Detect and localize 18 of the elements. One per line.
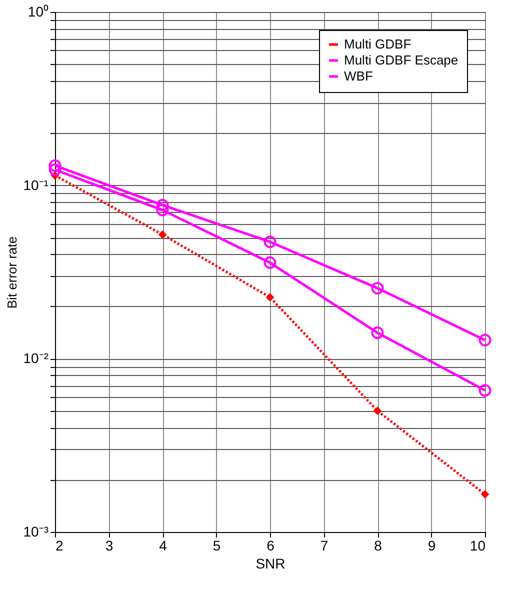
x-tick-label: 10 (470, 538, 486, 554)
legend-label: Multi GDBF Escape (344, 52, 458, 68)
y-tick-label: 10⁻¹ (23, 176, 49, 193)
y-axis-title: Bit error rate (4, 236, 20, 309)
legend-label: WBF (344, 68, 373, 84)
x-tick-label: 8 (374, 538, 382, 554)
x-tick-label: 6 (266, 538, 275, 554)
y-tick-label: 10⁻³ (23, 524, 49, 540)
x-tick-label: 7 (320, 538, 328, 554)
x-tick-label: 9 (428, 538, 436, 554)
x-tick-label: 3 (105, 538, 114, 554)
x-tick-label: 4 (159, 538, 168, 554)
x-axis-title: SNR (256, 556, 286, 572)
x-tick-label: 2 (56, 538, 64, 554)
y-tick-label: 10⁰ (28, 4, 48, 20)
legend-label: Multi GDBF (344, 36, 412, 52)
y-tick-label: 10⁻² (23, 350, 49, 366)
x-tick-label: 5 (212, 538, 221, 554)
